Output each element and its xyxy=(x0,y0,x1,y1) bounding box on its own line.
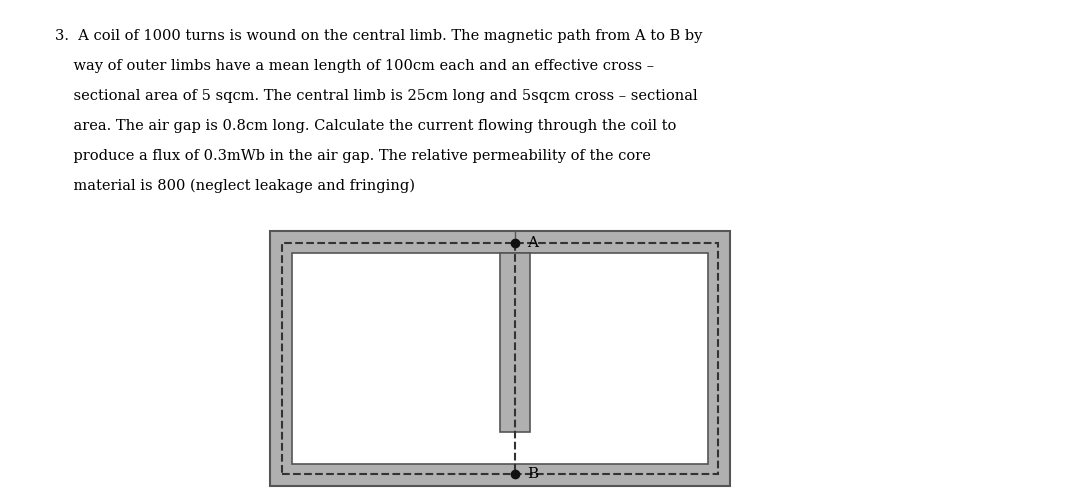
Bar xyxy=(282,243,718,474)
Text: B: B xyxy=(527,467,538,481)
Bar xyxy=(270,231,730,486)
Text: 3.  A coil of 1000 turns is wound on the central limb. The magnetic path from A : 3. A coil of 1000 turns is wound on the … xyxy=(55,29,702,43)
Text: material is 800 (neglect leakage and fringing): material is 800 (neglect leakage and fri… xyxy=(55,179,415,194)
Text: sectional area of 5 sqcm. The central limb is 25cm long and 5sqcm cross – sectio: sectional area of 5 sqcm. The central li… xyxy=(55,89,698,103)
Bar xyxy=(500,253,530,432)
Text: produce a flux of 0.3mWb in the air gap. The relative permeability of the core: produce a flux of 0.3mWb in the air gap.… xyxy=(55,149,651,163)
Text: way of outer limbs have a mean length of 100cm each and an effective cross –: way of outer limbs have a mean length of… xyxy=(55,59,654,73)
Bar xyxy=(292,253,708,464)
Text: A: A xyxy=(527,236,538,250)
Text: area. The air gap is 0.8cm long. Calculate the current flowing through the coil : area. The air gap is 0.8cm long. Calcula… xyxy=(55,119,676,133)
